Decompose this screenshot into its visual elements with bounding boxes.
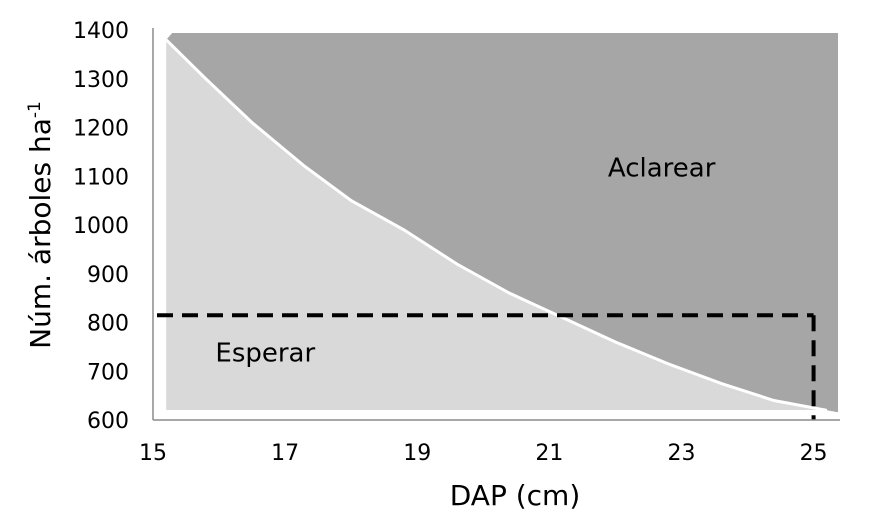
y-axis-title-superscript: -1 [25, 101, 45, 118]
region-esperar [166, 39, 827, 411]
y-axis-title: Núm. árboles ha-1 [24, 101, 57, 349]
y-tick-label: 1400 [73, 19, 129, 44]
labels-layer: Aclarear Esperar [215, 153, 715, 368]
x-tick-label: 17 [271, 441, 299, 466]
x-tick-label: 21 [535, 441, 563, 466]
y-tick-label: 1100 [73, 165, 129, 190]
y-tick-label: 900 [87, 263, 129, 288]
y-tick-label: 1300 [73, 68, 129, 93]
region-aclarear [166, 33, 838, 413]
curve-layer [165, 38, 828, 412]
y-tick-label: 1000 [73, 214, 129, 239]
y-tick-label: 1200 [73, 117, 129, 142]
y-tick-label: 600 [87, 409, 129, 434]
y-axis-title-main: Núm. árboles ha [24, 118, 57, 349]
axes-layer: 15 17 19 21 23 25 600 700 800 900 1000 1100 1200 1300… [73, 19, 840, 466]
x-tick-label: 23 [667, 441, 695, 466]
y-tick-label: 700 [87, 360, 129, 385]
y-tick-label: 800 [87, 312, 129, 337]
threshold-curve [165, 38, 828, 412]
x-tick-label: 25 [800, 441, 828, 466]
region-label-esperar: Esperar [215, 339, 315, 369]
x-tick-label: 15 [139, 441, 167, 466]
reference-layer [157, 313, 816, 420]
x-axis-title: DAP (cm) [450, 479, 581, 512]
x-tick-label: 19 [403, 441, 431, 466]
region-label-aclarear: Aclarear [608, 153, 716, 183]
regions-layer [166, 33, 838, 413]
